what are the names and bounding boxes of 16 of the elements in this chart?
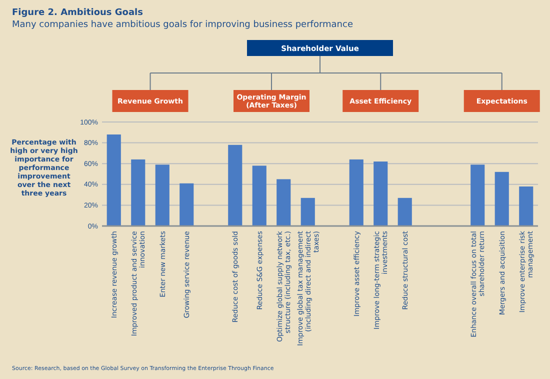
bar [252,166,266,226]
bar [180,183,194,226]
bar [519,186,534,226]
chart-title: Figure 2. Ambitious Goals [12,8,143,18]
bar [349,159,364,226]
bar [300,198,315,226]
bar [155,164,170,226]
bar [276,179,291,226]
chart-subtitle: Many companies have ambitious goals for improving business performance [12,20,354,30]
bar [494,172,509,226]
bar [228,144,242,226]
bar [398,198,412,226]
bar [374,162,388,226]
bar [470,164,485,226]
bar [131,159,146,226]
bar [106,134,121,226]
